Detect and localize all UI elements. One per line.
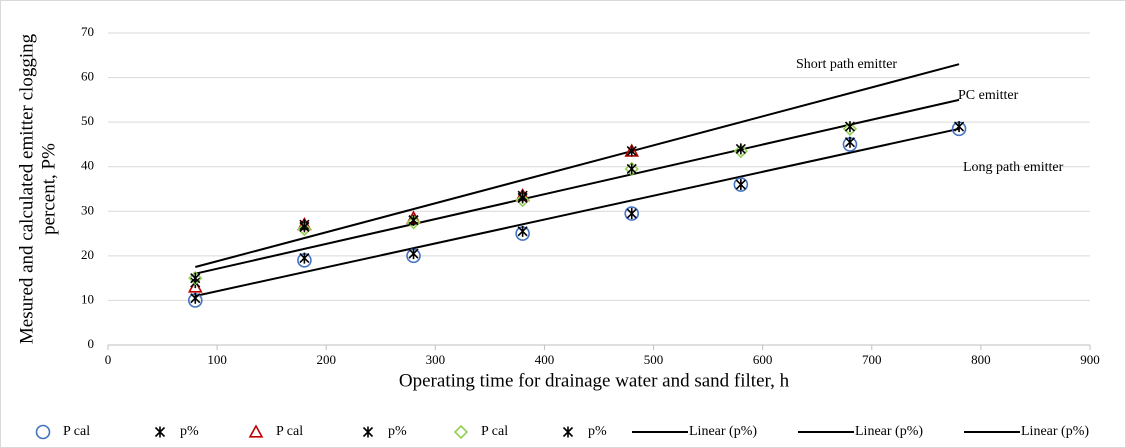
annotation: PC emitter (958, 88, 1019, 103)
trend-line (195, 98, 960, 275)
x-tick-label: 400 (535, 352, 555, 367)
x-tick-label: 700 (862, 352, 882, 367)
y-tick-label: 30 (81, 202, 94, 217)
y-tick-label: 60 (81, 69, 94, 84)
marker-star (190, 272, 201, 284)
marker-star (626, 163, 637, 175)
marker-star (299, 252, 310, 264)
legend-label: Linear (p%) (689, 424, 757, 439)
marker-diamond (406, 215, 421, 230)
y-tick-label: 20 (81, 247, 94, 262)
marker-diamond (624, 161, 639, 177)
marker-diamond (188, 271, 203, 286)
legend-label: P cal (63, 424, 90, 439)
marker-diamond (842, 121, 858, 136)
legend-label: p% (388, 424, 407, 439)
marker-star (299, 221, 310, 233)
x-tick-label: 900 (1080, 352, 1100, 367)
marker-star (844, 121, 856, 133)
x-tick-label: 100 (207, 352, 227, 367)
legend-label: Linear (p%) (1021, 424, 1089, 439)
marker-circle (624, 206, 640, 221)
legend-marker (562, 426, 574, 438)
trend-line (195, 127, 960, 297)
legend-label: p% (180, 424, 199, 439)
marker-diamond (733, 143, 748, 159)
y-tick-label: 40 (81, 158, 94, 173)
x-tick-label: 200 (316, 352, 336, 367)
y-tick-label: 0 (88, 336, 95, 351)
marker-star (517, 192, 528, 204)
legend-marker (154, 426, 166, 438)
annotation: Short path emitter (796, 57, 897, 72)
marker-star (517, 225, 528, 237)
marker-circle (733, 177, 749, 192)
trend-line (195, 63, 960, 268)
y-tick-label: 50 (81, 113, 94, 128)
y-axis-title: percent, P% (38, 143, 59, 235)
x-tick-label: 300 (426, 352, 446, 367)
x-axis-title: Operating time for drainage water and sa… (399, 370, 790, 391)
marker-star (190, 292, 201, 304)
legend-label: p% (588, 424, 607, 439)
legend-marker (35, 424, 51, 440)
marker-star (735, 179, 746, 191)
marker-star (626, 145, 637, 157)
marker-star (408, 248, 419, 260)
x-tick-label: 800 (971, 352, 991, 367)
y-axis-title: Mesured and calculated emitter clogging (16, 33, 37, 344)
x-tick-label: 500 (644, 352, 664, 367)
legend-marker (362, 426, 374, 438)
annotation: Long path emitter (963, 160, 1064, 175)
marker-star (954, 121, 965, 133)
legend-marker (248, 424, 264, 438)
x-tick-label: 0 (105, 352, 112, 367)
y-tick-label: 10 (81, 291, 94, 306)
legend-label: P cal (481, 424, 508, 439)
marker-star (408, 214, 419, 226)
legend-label: P cal (276, 424, 303, 439)
marker-star (735, 143, 746, 155)
x-tick-label: 600 (753, 352, 773, 367)
y-tick-label: 70 (81, 24, 94, 39)
legend-marker (453, 424, 469, 440)
marker-star (844, 136, 856, 148)
marker-diamond (515, 193, 530, 208)
marker-star (626, 208, 637, 220)
marker-diamond (297, 221, 312, 237)
legend-label: Linear (p%) (855, 424, 923, 439)
